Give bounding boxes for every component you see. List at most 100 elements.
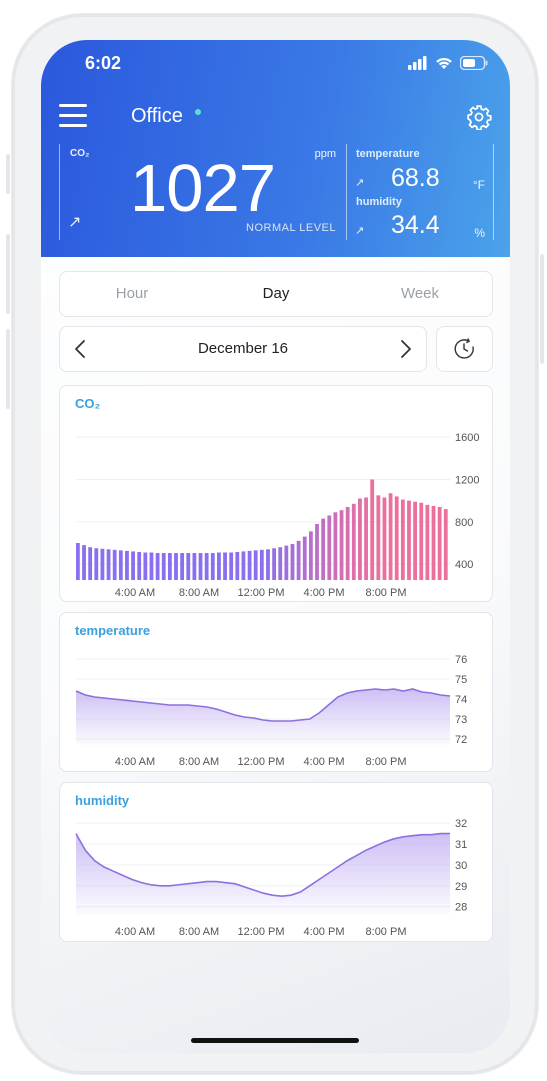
- co2-bar: [296, 540, 301, 580]
- co2-bar: [400, 499, 405, 580]
- y-tick-label: 28: [455, 902, 467, 914]
- co2-chart-title: CO₂: [75, 396, 101, 411]
- status-icons: [408, 56, 488, 70]
- location-title[interactable]: Office: [131, 105, 183, 127]
- date-label: December 16: [197, 340, 289, 357]
- co2-bar: [82, 545, 86, 580]
- x-tick-label: 4:00 PM: [304, 756, 345, 768]
- app-screen: 6:02 Office CO₂ ppm 1027 ↗ NORMAL LEVEL …: [41, 40, 510, 1053]
- humidity-line: [75, 832, 450, 898]
- temperature-value: 68.8: [391, 164, 440, 192]
- humidity-value: 34.4: [391, 211, 440, 239]
- co2-value: 1027: [130, 151, 276, 226]
- co2-bar: [100, 548, 105, 580]
- wifi-icon: [436, 57, 452, 69]
- co2-bar: [376, 495, 381, 580]
- co2-bar: [76, 542, 80, 580]
- y-tick-label: 30: [455, 860, 467, 872]
- temperature-label: temperature: [356, 148, 420, 160]
- co2-bar: [308, 531, 313, 580]
- co2-bar: [210, 553, 215, 580]
- humidity-trend-icon: ↗: [355, 225, 365, 237]
- co2-bar: [425, 504, 430, 580]
- chevron-right-icon[interactable]: [400, 339, 412, 359]
- co2-bar: [266, 549, 270, 580]
- co2-bar: [180, 553, 185, 580]
- x-tick-label: 4:00 AM: [115, 587, 155, 599]
- chevron-left-icon[interactable]: [74, 339, 86, 359]
- header-panel: 6:02 Office CO₂ ppm 1027 ↗ NORMAL LEVEL …: [41, 40, 510, 257]
- co2-level: NORMAL LEVEL: [246, 222, 336, 234]
- tab-day[interactable]: Day: [262, 285, 290, 302]
- x-tick-label: 8:00 AM: [179, 926, 219, 938]
- co2-bar: [112, 549, 117, 580]
- co2-bar: [351, 503, 356, 580]
- co2-bar: [370, 479, 375, 580]
- co2-bar: [235, 551, 240, 580]
- y-tick-label: 73: [455, 714, 467, 726]
- y-tick-label: 1600: [455, 432, 479, 444]
- co2-bar: [345, 506, 350, 580]
- co2-bar: [198, 553, 203, 580]
- humidity-chart-title: humidity: [75, 793, 130, 808]
- temperature-area: [76, 689, 450, 745]
- co2-chart-card: CO₂ 1600 1200 800 400 4:00 AM 8:00 AM 12:00 PM…: [59, 385, 493, 602]
- trend-arrow-icon: ↗: [68, 214, 82, 231]
- tab-hour[interactable]: Hour: [115, 285, 149, 302]
- temperature-chart-card: temperature 76 75 74 73 72 4:00 AM 8:00 AM 12:0…: [59, 612, 493, 772]
- temperature-chart-title: temperature: [75, 623, 151, 638]
- co2-bar: [174, 553, 178, 580]
- y-tick-label: 75: [455, 674, 467, 686]
- temperature-trend-icon: ↗: [355, 177, 365, 189]
- co2-bar: [339, 510, 344, 580]
- y-tick-label: 32: [455, 818, 467, 830]
- y-tick-label: 72: [455, 734, 467, 746]
- co2-bar: [253, 550, 258, 580]
- temperature-chart: 76 75 74 73 72 4:00 AM 8:00 AM 12:00 PM 4:00 PM 8…: [75, 654, 467, 768]
- co2-bar: [327, 515, 332, 580]
- co2-bar: [388, 493, 393, 580]
- co2-bar: [431, 505, 436, 580]
- co2-bar: [321, 518, 326, 580]
- temperature-line: [75, 688, 451, 722]
- humidity-chart-card: humidity 32 31 30 29 28 4:00 AM 8:00 AM 12:00 P…: [59, 782, 493, 942]
- co2-chart: 1600 1200 800 400 4:00 AM 8:00 AM 12:00 PM 4:00…: [76, 432, 479, 599]
- co2-bar: [315, 523, 319, 580]
- humidity-chart: 32 31 30 29 28 4:00 AM 8:00 AM 12:00 PM 4:00 PM 8…: [75, 818, 467, 938]
- co2-bar: [223, 552, 227, 580]
- gear-icon[interactable]: [466, 104, 492, 130]
- tab-week[interactable]: Week: [400, 285, 440, 302]
- co2-bar: [167, 553, 172, 580]
- co2-bar: [229, 552, 234, 580]
- co2-bar: [106, 549, 111, 580]
- co2-bar: [131, 551, 135, 580]
- online-status-dot: [195, 109, 201, 115]
- climate-panel: temperature ↗ 68.8 °F humidity ↗ 34.4 %: [346, 144, 494, 240]
- co2-bar: [192, 553, 197, 580]
- co2-bar: [186, 553, 191, 580]
- y-tick-label: 800: [455, 517, 473, 529]
- co2-unit: ppm: [314, 148, 336, 160]
- co2-bar: [272, 548, 276, 580]
- signal-icon: [408, 56, 427, 70]
- y-tick-label: 31: [455, 839, 467, 851]
- x-tick-label: 12:00 PM: [237, 756, 284, 768]
- battery-icon: [460, 56, 488, 70]
- co2-bar: [364, 497, 368, 580]
- history-button[interactable]: [436, 326, 493, 372]
- x-tick-label: 8:00 PM: [366, 756, 407, 768]
- co2-bar: [88, 547, 93, 580]
- humidity-area: [76, 833, 450, 915]
- humidity-unit: %: [474, 226, 485, 240]
- x-tick-label: 4:00 PM: [304, 587, 345, 599]
- co2-bar: [290, 544, 295, 580]
- co2-bar: [358, 498, 362, 580]
- y-tick-label: 400: [455, 559, 473, 571]
- humidity-label: humidity: [356, 196, 402, 208]
- x-tick-label: 12:00 PM: [237, 926, 284, 938]
- co2-bar: [419, 502, 424, 580]
- co2-bar: [302, 536, 307, 580]
- menu-icon[interactable]: [59, 104, 87, 127]
- x-tick-label: 12:00 PM: [237, 587, 284, 599]
- co2-bar: [94, 548, 99, 580]
